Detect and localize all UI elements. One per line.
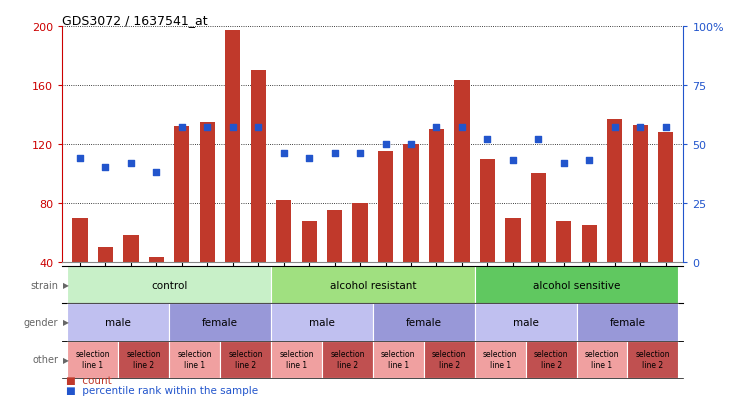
Text: selection
line 2: selection line 2	[432, 350, 466, 369]
Bar	[474, 266, 678, 304]
Bar	[271, 304, 373, 341]
Text: selection
line 2: selection line 2	[636, 350, 670, 369]
Point	[660, 125, 672, 131]
Text: other: other	[32, 354, 58, 364]
Bar	[607, 119, 622, 262]
Text: selection
line 2: selection line 2	[228, 350, 262, 369]
Point	[99, 165, 111, 171]
Bar	[526, 341, 577, 378]
Text: selection
line 1: selection line 1	[279, 350, 314, 369]
Bar	[124, 236, 139, 262]
Point	[379, 141, 391, 148]
Bar	[577, 341, 627, 378]
Text: ■  percentile rank within the sample: ■ percentile rank within the sample	[66, 385, 258, 395]
Point	[507, 158, 519, 164]
Bar	[169, 341, 220, 378]
Text: selection
line 1: selection line 1	[381, 350, 415, 369]
Bar	[276, 200, 292, 262]
Text: selection
line 2: selection line 2	[534, 350, 568, 369]
Bar	[352, 203, 368, 262]
Bar	[480, 159, 495, 262]
Point	[252, 125, 264, 131]
Bar	[220, 341, 271, 378]
Bar	[627, 341, 678, 378]
Bar	[67, 304, 169, 341]
Text: alcohol sensitive: alcohol sensitive	[533, 280, 620, 290]
Bar	[225, 31, 240, 262]
Point	[74, 155, 86, 162]
Text: GDS3072 / 1637541_at: GDS3072 / 1637541_at	[62, 14, 208, 27]
Bar	[373, 304, 474, 341]
Bar	[531, 174, 546, 262]
Bar	[373, 341, 424, 378]
Text: female: female	[202, 317, 238, 327]
Bar	[118, 341, 169, 378]
Bar	[582, 225, 597, 262]
Bar	[271, 266, 474, 304]
Text: selection
line 1: selection line 1	[75, 350, 110, 369]
Text: selection
line 2: selection line 2	[330, 350, 365, 369]
Text: selection
line 1: selection line 1	[178, 350, 212, 369]
Point	[558, 160, 569, 167]
Bar	[169, 304, 271, 341]
Bar	[67, 266, 271, 304]
Text: control: control	[151, 280, 187, 290]
Point	[482, 137, 493, 143]
Point	[431, 125, 442, 131]
Text: gender: gender	[24, 317, 58, 327]
Point	[355, 151, 366, 157]
Bar	[577, 304, 678, 341]
Bar	[404, 145, 419, 262]
Point	[532, 137, 544, 143]
Text: ▶: ▶	[63, 355, 69, 364]
Bar	[322, 341, 373, 378]
Bar	[301, 221, 317, 262]
Point	[609, 125, 621, 131]
Point	[176, 125, 188, 131]
Point	[278, 151, 289, 157]
Bar	[474, 341, 526, 378]
Bar	[72, 218, 88, 262]
Point	[405, 141, 417, 148]
Text: female: female	[610, 317, 645, 327]
Bar	[658, 133, 673, 262]
Point	[303, 155, 315, 162]
Point	[151, 169, 162, 176]
Bar	[174, 127, 189, 262]
Text: selection
line 1: selection line 1	[483, 350, 518, 369]
Text: selection
line 2: selection line 2	[126, 350, 161, 369]
Bar	[200, 123, 215, 262]
Bar	[148, 258, 164, 262]
Bar	[327, 211, 342, 262]
Text: alcohol resistant: alcohol resistant	[330, 280, 416, 290]
Bar	[251, 71, 266, 262]
Text: ▶: ▶	[63, 318, 69, 327]
Bar	[271, 341, 322, 378]
Bar	[424, 341, 474, 378]
Bar	[556, 221, 572, 262]
Text: female: female	[406, 317, 442, 327]
Bar	[98, 247, 113, 262]
Bar	[474, 304, 577, 341]
Bar	[378, 152, 393, 262]
Bar	[429, 130, 444, 262]
Point	[329, 151, 341, 157]
Text: male: male	[512, 317, 539, 327]
Bar	[454, 81, 469, 262]
Point	[202, 125, 213, 131]
Text: selection
line 1: selection line 1	[585, 350, 619, 369]
Point	[125, 160, 137, 167]
Bar	[67, 341, 118, 378]
Text: ■  count: ■ count	[66, 375, 112, 385]
Text: male: male	[105, 317, 131, 327]
Text: ▶: ▶	[63, 280, 69, 290]
Point	[456, 125, 468, 131]
Bar	[632, 126, 648, 262]
Point	[635, 125, 646, 131]
Bar	[505, 218, 520, 262]
Point	[583, 158, 595, 164]
Point	[227, 125, 238, 131]
Text: strain: strain	[31, 280, 58, 290]
Text: male: male	[309, 317, 335, 327]
